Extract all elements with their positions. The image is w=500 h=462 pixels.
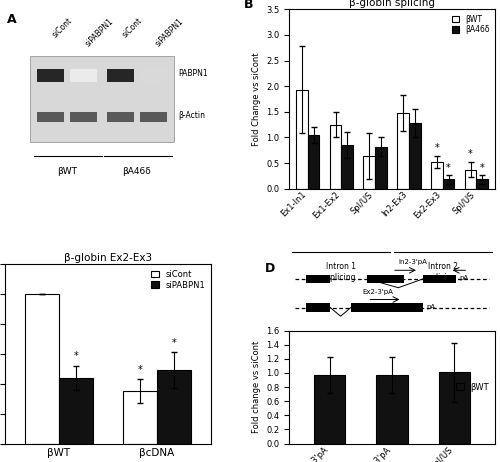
Bar bbox=[157, 370, 192, 444]
Text: *: * bbox=[138, 365, 142, 375]
Bar bbox=[140, 112, 166, 122]
Bar bbox=[376, 375, 408, 444]
Text: βA46δ: βA46δ bbox=[122, 167, 151, 176]
Bar bbox=[306, 274, 330, 283]
Bar bbox=[439, 372, 470, 444]
Bar bbox=[107, 112, 134, 122]
Text: pA: pA bbox=[459, 275, 468, 281]
Text: *: * bbox=[434, 143, 439, 153]
Text: PABPN1: PABPN1 bbox=[178, 69, 208, 79]
Text: siPABPN1: siPABPN1 bbox=[83, 17, 115, 48]
Text: Intron 1
splicing: Intron 1 splicing bbox=[326, 262, 356, 282]
Bar bbox=[442, 179, 454, 188]
Bar bbox=[122, 391, 157, 444]
Bar bbox=[70, 112, 96, 122]
Bar bbox=[409, 123, 420, 188]
Bar bbox=[368, 274, 405, 283]
Legend: βWT: βWT bbox=[454, 381, 491, 393]
Text: βWT: βWT bbox=[57, 167, 77, 176]
Bar bbox=[107, 69, 134, 82]
Text: B: B bbox=[244, 0, 254, 12]
Bar bbox=[296, 90, 308, 188]
Bar bbox=[140, 69, 166, 82]
Y-axis label: Fold Change vs siCont: Fold Change vs siCont bbox=[252, 52, 260, 146]
Text: siPABPN1: siPABPN1 bbox=[153, 17, 185, 48]
Bar bbox=[70, 69, 96, 82]
Text: *: * bbox=[74, 351, 78, 361]
Bar bbox=[342, 145, 353, 188]
Bar bbox=[314, 375, 346, 444]
Title: β-globin splicing: β-globin splicing bbox=[349, 0, 435, 8]
Bar bbox=[351, 303, 423, 312]
Bar bbox=[423, 274, 456, 283]
Bar bbox=[30, 56, 174, 142]
Bar bbox=[431, 162, 442, 188]
Text: Ex2-3'pA: Ex2-3'pA bbox=[362, 288, 393, 294]
Text: A: A bbox=[7, 13, 16, 26]
Bar bbox=[330, 125, 342, 188]
Bar bbox=[37, 69, 64, 82]
Bar bbox=[364, 157, 375, 188]
Bar bbox=[397, 113, 409, 188]
Bar bbox=[464, 170, 476, 188]
Bar bbox=[308, 135, 320, 188]
Bar bbox=[476, 179, 488, 188]
Text: *: * bbox=[446, 163, 451, 173]
Legend: βWT, βA46δ: βWT, βA46δ bbox=[450, 13, 491, 36]
Text: *: * bbox=[468, 150, 473, 159]
Text: siCont: siCont bbox=[50, 17, 74, 40]
Text: pA: pA bbox=[426, 304, 435, 310]
Title: β-globin Ex2-Ex3: β-globin Ex2-Ex3 bbox=[64, 253, 152, 263]
Legend: siCont, siPABPN1: siCont, siPABPN1 bbox=[150, 268, 206, 291]
Text: *: * bbox=[172, 338, 176, 348]
Bar bbox=[306, 303, 330, 312]
Bar bbox=[37, 112, 64, 122]
Text: In2-3'pA: In2-3'pA bbox=[398, 259, 427, 265]
Text: D: D bbox=[264, 261, 274, 274]
Bar bbox=[24, 294, 59, 444]
Bar bbox=[375, 146, 387, 188]
Text: β-Actin: β-Actin bbox=[178, 110, 205, 120]
Text: Intron 2
splicing: Intron 2 splicing bbox=[428, 262, 458, 282]
Y-axis label: Fold change vs siCont: Fold change vs siCont bbox=[252, 341, 260, 433]
Bar bbox=[59, 378, 93, 444]
Text: *: * bbox=[480, 163, 484, 173]
Text: siCont: siCont bbox=[120, 17, 144, 40]
